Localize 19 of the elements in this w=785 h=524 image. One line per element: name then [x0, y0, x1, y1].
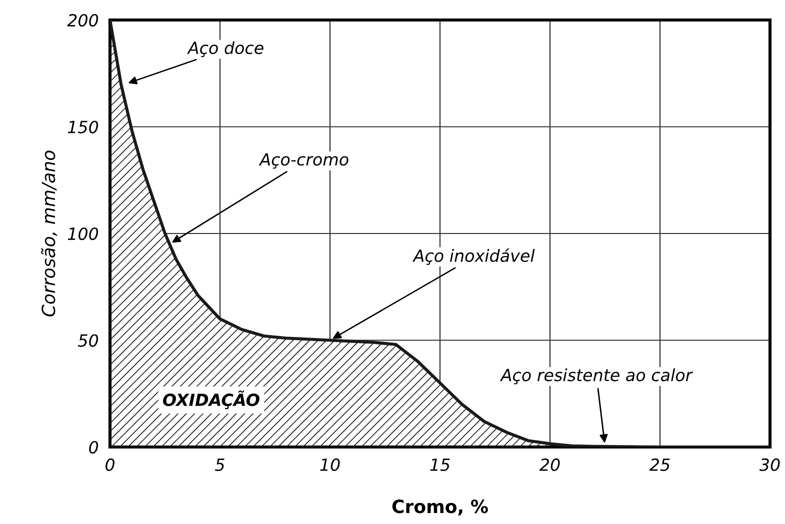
y-tick-label: 100	[68, 227, 98, 240]
x-tick-label: 25	[649, 458, 670, 472]
y-tick-label: 0	[89, 440, 98, 454]
annotation: Aço doce	[187, 41, 264, 58]
x-axis-title: Cromo, %	[392, 500, 488, 516]
y-axis-title: Corrosão, mm/ano	[40, 150, 58, 316]
x-tick-label: 30	[759, 458, 780, 472]
annotation: OXIDAÇÃO	[163, 390, 260, 410]
x-tick-label: 20	[539, 458, 560, 472]
x-tick-label: 15	[430, 458, 450, 472]
annotation: Aço inoxidável	[412, 248, 535, 265]
y-tick-label: 200	[67, 14, 98, 27]
x-tick-label: 0	[106, 458, 114, 472]
y-tick-label: 150	[68, 120, 98, 134]
x-tick-label: 10	[320, 458, 340, 472]
y-tick-label: 50	[78, 334, 98, 347]
x-tick-label: 5	[215, 458, 224, 472]
annotation: Aço resistente ao calor	[500, 368, 694, 384]
annotation: Aço-cromo	[258, 153, 348, 169]
